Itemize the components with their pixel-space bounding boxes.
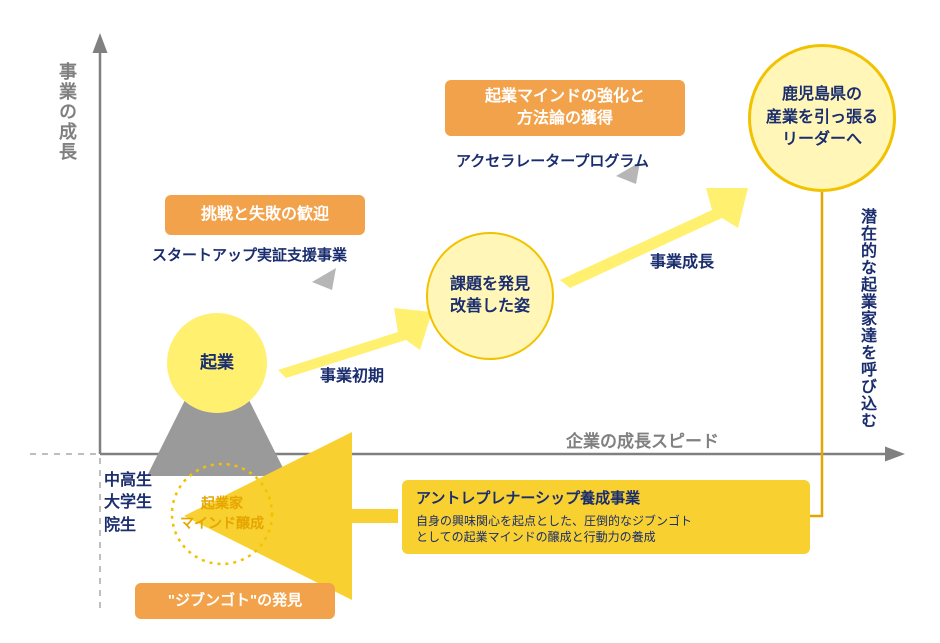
dotted-text-2: マインド醸成 [180, 515, 264, 531]
growth-arrow-2 [560, 188, 748, 288]
diagram-stage: 事業の成長 企業の成長スピード 挑戦と失敗の歓迎 起業マインドの強化と 方法論の… [0, 0, 940, 643]
arrow-label-1: 事業初期 [320, 362, 384, 386]
gray-triangle-1 [312, 268, 336, 290]
dotted-text-1: 起業家 [201, 495, 243, 511]
gold-box: アントレプレナーシップ養成事業 自身の興味関心を起点とした、圧倒的なジブンゴト … [402, 480, 810, 554]
y-axis-label: 事業の成長 [54, 62, 80, 162]
orange-box-challenge: 挑戦と失敗の歓迎 [165, 195, 365, 235]
left-group: 中高生 大学生 院生 [104, 470, 152, 537]
arrow-label-2: 事業成長 [650, 248, 714, 272]
dotted-circle-text: 起業家 マインド醸成 [178, 494, 266, 533]
sublabel-startup: スタートアップ実証支援事業 [152, 244, 347, 265]
return-path [810, 192, 822, 516]
circle-kigyo: 起業 [167, 313, 267, 413]
orange-box-jibungoto: "ジブンゴト"の発見 [135, 583, 335, 619]
right-vertical-text: 潜在的な起業家達を呼び込む [854, 208, 878, 429]
circle-kadai: 課題を発見 改善した姿 [426, 232, 554, 360]
orange-box-mindset: 起業マインドの強化と 方法論の獲得 [445, 80, 685, 136]
gold-box-body: 自身の興味関心を起点とした、圧倒的なジブンゴト としての起業マインドの醸成と行動… [416, 513, 692, 545]
circle-leader: 鹿児島県の 産業を引っ張る リーダーへ [748, 44, 896, 192]
left-group-3: 院生 [104, 515, 152, 537]
sublabel-accelerator: アクセラレータープログラム [456, 150, 649, 171]
left-group-1: 中高生 [104, 470, 152, 492]
gold-box-title: アントレプレナーシップ養成事業 [416, 489, 640, 509]
left-group-2: 大学生 [104, 492, 152, 514]
x-axis-label: 企業の成長スピード [566, 427, 719, 452]
